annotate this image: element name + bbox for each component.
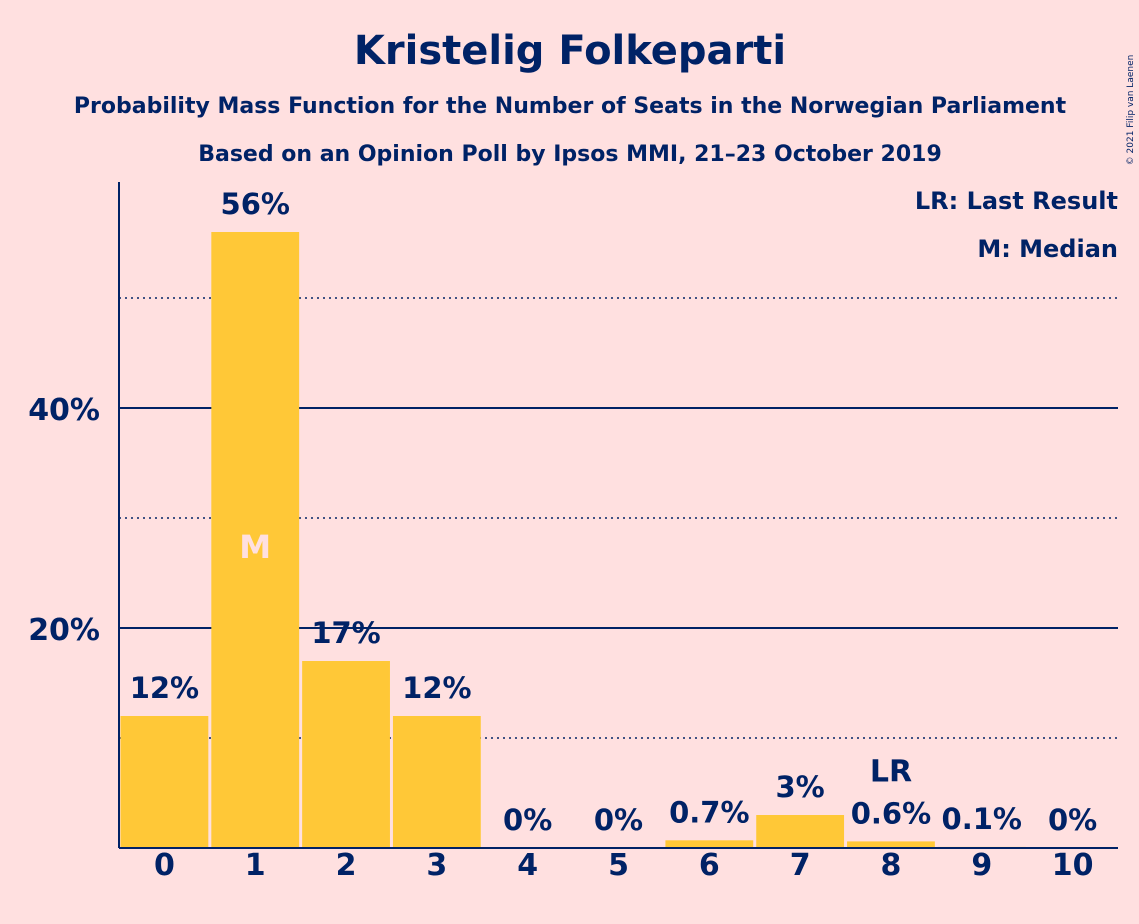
y-tick-labels: 20% 40% xyxy=(28,393,100,648)
x-tick-label: 2 xyxy=(336,848,357,883)
y-tick-label: 20% xyxy=(28,613,100,648)
x-tick-label: 0 xyxy=(154,848,175,883)
data-label: 12% xyxy=(402,671,471,705)
data-label: 0% xyxy=(594,803,643,837)
data-label: 12% xyxy=(130,671,199,705)
x-tick-label: 3 xyxy=(426,848,447,883)
bar xyxy=(211,232,300,848)
x-tick-label: 6 xyxy=(699,848,720,883)
x-tick-label: 5 xyxy=(608,848,629,883)
y-tick-label: 40% xyxy=(28,393,100,428)
bar xyxy=(756,815,845,848)
data-label: 3% xyxy=(776,770,825,804)
data-label: 56% xyxy=(221,187,290,221)
x-tick-label: 4 xyxy=(517,848,538,883)
data-label: 0.6% xyxy=(851,796,931,830)
data-label: 0.7% xyxy=(669,795,749,829)
x-tick-labels: 0 1 2 3 4 5 6 7 8 9 10 xyxy=(154,848,1093,883)
x-tick-label: 10 xyxy=(1052,848,1094,883)
value-labels: 12% 56% M 17% 12% 0% 0% 0.7% 3% 0.6% LR 0.1% 0% xyxy=(130,187,1098,837)
chart-subtitle-1: Probability Mass Function for the Number… xyxy=(74,94,1067,119)
bar xyxy=(302,661,390,848)
copyright-credit: © 2021 Filip van Laenen xyxy=(1126,55,1136,166)
data-label: 17% xyxy=(311,616,380,650)
chart-subtitle-2: Based on an Opinion Poll by Ipsos MMI, 2… xyxy=(198,142,942,167)
data-label: 0% xyxy=(503,803,552,837)
legend-last-result: LR: Last Result xyxy=(915,187,1118,215)
x-tick-label: 7 xyxy=(790,848,811,883)
legend-median: M: Median xyxy=(977,235,1118,263)
data-label: 0% xyxy=(1048,803,1097,837)
bar xyxy=(392,716,481,848)
last-result-marker: LR xyxy=(870,754,912,789)
median-marker: M xyxy=(239,528,271,566)
bar xyxy=(847,841,935,848)
data-label: 0.1% xyxy=(942,802,1022,836)
x-tick-label: 1 xyxy=(245,848,266,883)
bars xyxy=(120,232,1026,848)
bar xyxy=(120,716,209,848)
bar xyxy=(665,840,754,848)
chart-title: Kristelig Folkeparti xyxy=(354,28,786,74)
x-tick-label: 8 xyxy=(881,848,902,883)
x-tick-label: 9 xyxy=(971,848,992,883)
